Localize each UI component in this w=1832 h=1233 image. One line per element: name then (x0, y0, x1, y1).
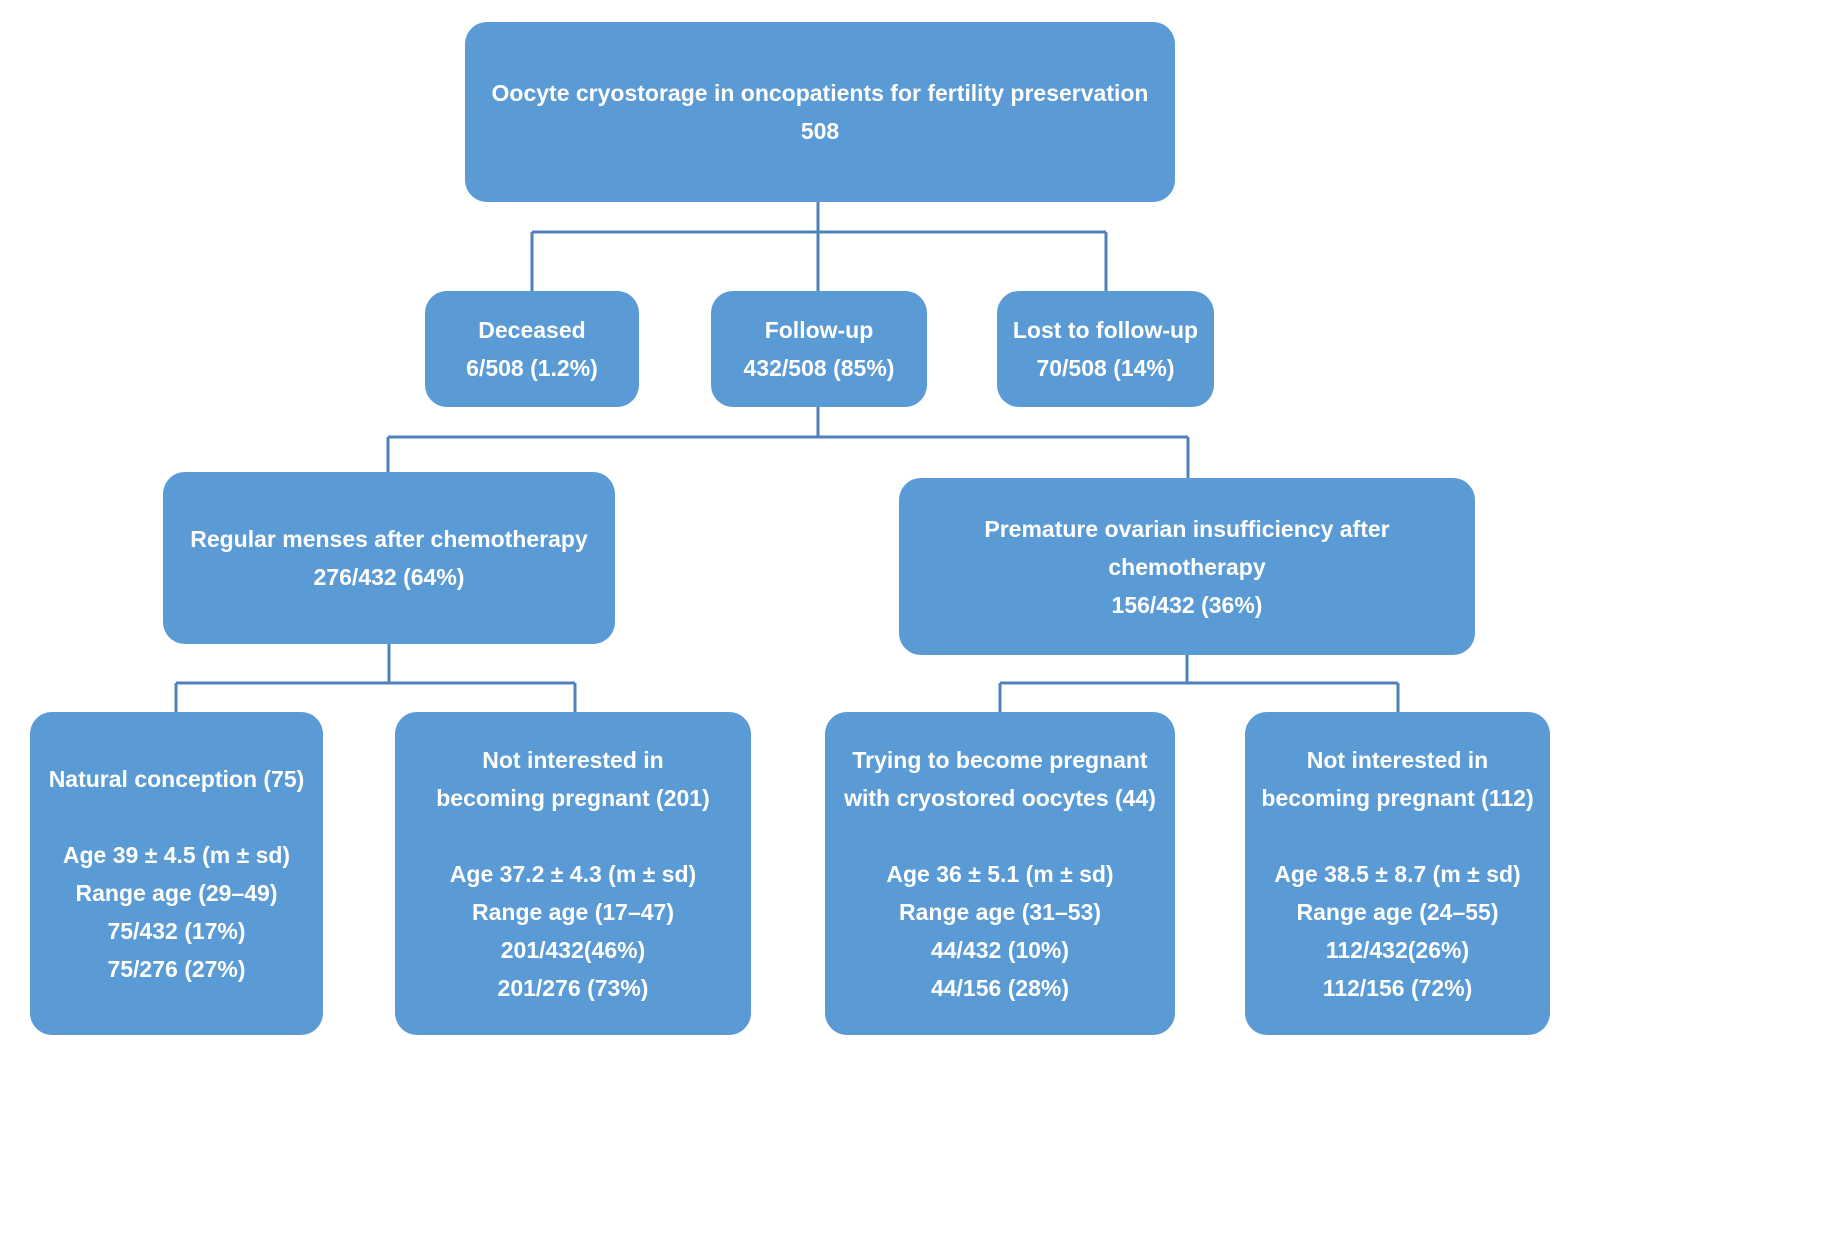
node-poi-title-line2: chemotherapy (1108, 553, 1266, 580)
node-trying-stat-ratio2: 44/156 (28%) (930, 974, 1070, 1001)
node-notint201-stat-age: Age 37.2 ± 4.3 (m ± sd) (449, 860, 697, 887)
node-followup-value: 432/508 (85%) (743, 355, 895, 381)
node-deceased-value: 6/508 (1.2%) (466, 355, 598, 381)
node-notint201-stat-ratio1: 201/432(46%) (500, 936, 646, 963)
node-natural-stat-ratio1: 75/432 (17%) (107, 917, 246, 944)
node-notint201-title-line1: Not interested in (482, 746, 664, 773)
node-natural-stat-range: Range age (29–49) (75, 879, 278, 906)
node-trying-stat-range: Range age (31–53) (899, 898, 1101, 925)
node-followup-title: Follow-up (764, 317, 874, 343)
node-notint201-stat-ratio2: 201/276 (73%) (497, 974, 649, 1001)
node-lost-title: Lost to follow-up (1012, 317, 1199, 343)
node-poi-value: 156/432 (36%) (1111, 591, 1263, 618)
node-trying-to-become-pregnant: Trying to become pregnant with cryostore… (825, 712, 1175, 1035)
node-natural-title: Natural conception (75) (48, 765, 305, 792)
node-trying-title-line2: with cryostored oocytes (44) (844, 784, 1156, 811)
node-premature-ovarian-insufficiency: Premature ovarian insufficiency after ch… (899, 478, 1475, 655)
node-regular-value: 276/432 (64%) (313, 564, 465, 590)
node-lost-value: 70/508 (14%) (1036, 355, 1175, 381)
node-not-interested-112: Not interested in becoming pregnant (112… (1245, 712, 1550, 1035)
node-notint112-stat-ratio1: 112/432(26%) (1325, 936, 1470, 963)
node-notint201-title-line2: becoming pregnant (201) (436, 784, 710, 811)
node-natural-stat-age: Age 39 ± 4.5 (m ± sd) (62, 841, 291, 868)
node-regular-menses: Regular menses after chemotherapy 276/43… (163, 472, 615, 644)
node-followup: Follow-up 432/508 (85%) (711, 291, 927, 407)
node-root-title: Oocyte cryostorage in oncopatients for f… (491, 80, 1149, 106)
node-notint112-stat-ratio2: 112/156 (72%) (1322, 974, 1473, 1001)
connector-regular-to-row4 (174, 644, 577, 712)
connector-root-to-row2 (530, 202, 1108, 291)
node-natural-conception: Natural conception (75) Age 39 ± 4.5 (m … (30, 712, 323, 1035)
node-deceased-title: Deceased (478, 317, 586, 343)
node-notint112-stat-age: Age 38.5 ± 8.7 (m ± sd) (1274, 860, 1521, 887)
node-trying-stat-ratio1: 44/432 (10%) (930, 936, 1070, 963)
node-lost-to-followup: Lost to follow-up 70/508 (14%) (997, 291, 1214, 407)
node-notint112-stat-range: Range age (24–55) (1296, 898, 1499, 925)
node-trying-title-line1: Trying to become pregnant (852, 746, 1148, 773)
connector-poi-to-row4 (998, 655, 1400, 712)
node-root-count: 508 (800, 118, 840, 144)
node-notint112-title-line1: Not interested in (1306, 746, 1489, 773)
node-natural-stat-ratio2: 75/276 (27%) (107, 955, 246, 982)
node-deceased: Deceased 6/508 (1.2%) (425, 291, 639, 407)
connector-followup-to-row3 (386, 407, 1190, 478)
node-not-interested-201: Not interested in becoming pregnant (201… (395, 712, 751, 1035)
node-root: Oocyte cryostorage in oncopatients for f… (465, 22, 1175, 202)
node-regular-title: Regular menses after chemotherapy (190, 526, 588, 552)
node-poi-title-line1: Premature ovarian insufficiency after (984, 515, 1390, 542)
node-notint201-stat-range: Range age (17–47) (472, 898, 674, 925)
node-notint112-title-line2: becoming pregnant (112) (1261, 784, 1534, 811)
node-trying-stat-age: Age 36 ± 5.1 (m ± sd) (886, 860, 1114, 887)
